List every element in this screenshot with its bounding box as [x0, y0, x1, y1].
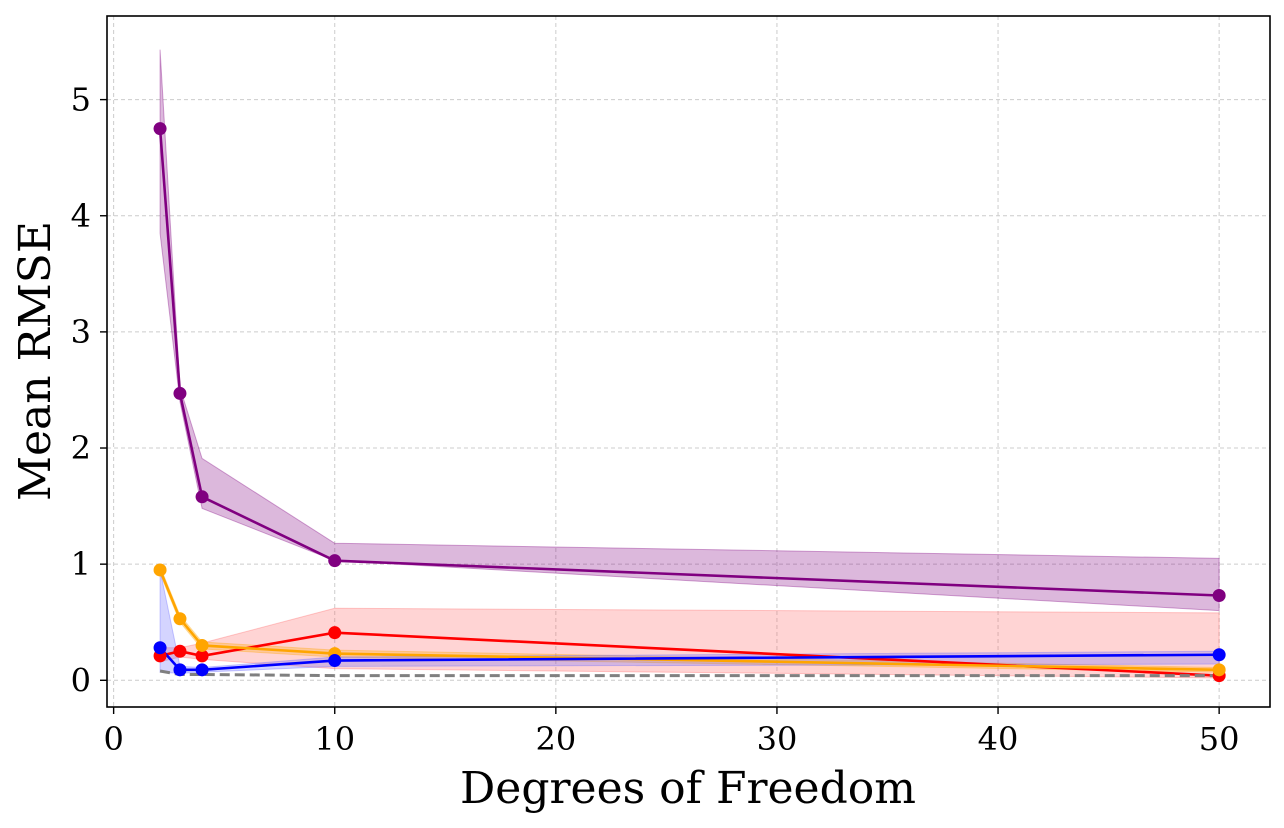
y-tick-label: 5	[71, 81, 91, 119]
x-tick-label: 30	[757, 720, 798, 758]
plot-frame	[106, 15, 1271, 708]
x-tick-label: 40	[978, 720, 1019, 758]
data-point	[195, 649, 209, 663]
confidence-bands	[159, 49, 1220, 679]
axis-ticks: 0 10 20 30 40 50 0 1 2 3 4 5	[71, 81, 1240, 758]
data-point	[153, 122, 167, 136]
data-point	[195, 638, 209, 652]
y-axis-title: Mean RMSE	[10, 221, 61, 501]
data-point	[173, 644, 187, 658]
x-tick-label: 10	[314, 720, 355, 758]
y-tick-label: 0	[71, 661, 91, 699]
series-line	[159, 669, 1220, 678]
data-point	[153, 563, 167, 577]
y-tick-label: 2	[71, 429, 91, 467]
x-axis-title: Degrees of Freedom	[460, 763, 916, 814]
data-point	[1212, 663, 1226, 677]
x-tick-label: 20	[535, 720, 576, 758]
data-point	[153, 641, 167, 655]
x-tick-label: 0	[103, 720, 123, 758]
series-line	[158, 128, 1220, 597]
data-point	[1212, 648, 1226, 662]
grid	[107, 16, 1270, 707]
series-markers	[153, 122, 1226, 683]
confidence-band	[159, 49, 1220, 612]
data-point	[328, 654, 342, 668]
x-tick-label: 50	[1199, 720, 1240, 758]
data-point	[328, 554, 342, 568]
y-tick-label: 4	[71, 197, 91, 235]
data-point	[328, 626, 342, 640]
data-point	[173, 386, 187, 400]
data-point	[173, 663, 187, 677]
y-tick-label: 3	[71, 313, 91, 351]
data-point	[195, 663, 209, 677]
data-point	[173, 612, 187, 626]
data-point	[1212, 589, 1226, 603]
data-point	[195, 490, 209, 504]
y-tick-label: 1	[71, 545, 91, 583]
